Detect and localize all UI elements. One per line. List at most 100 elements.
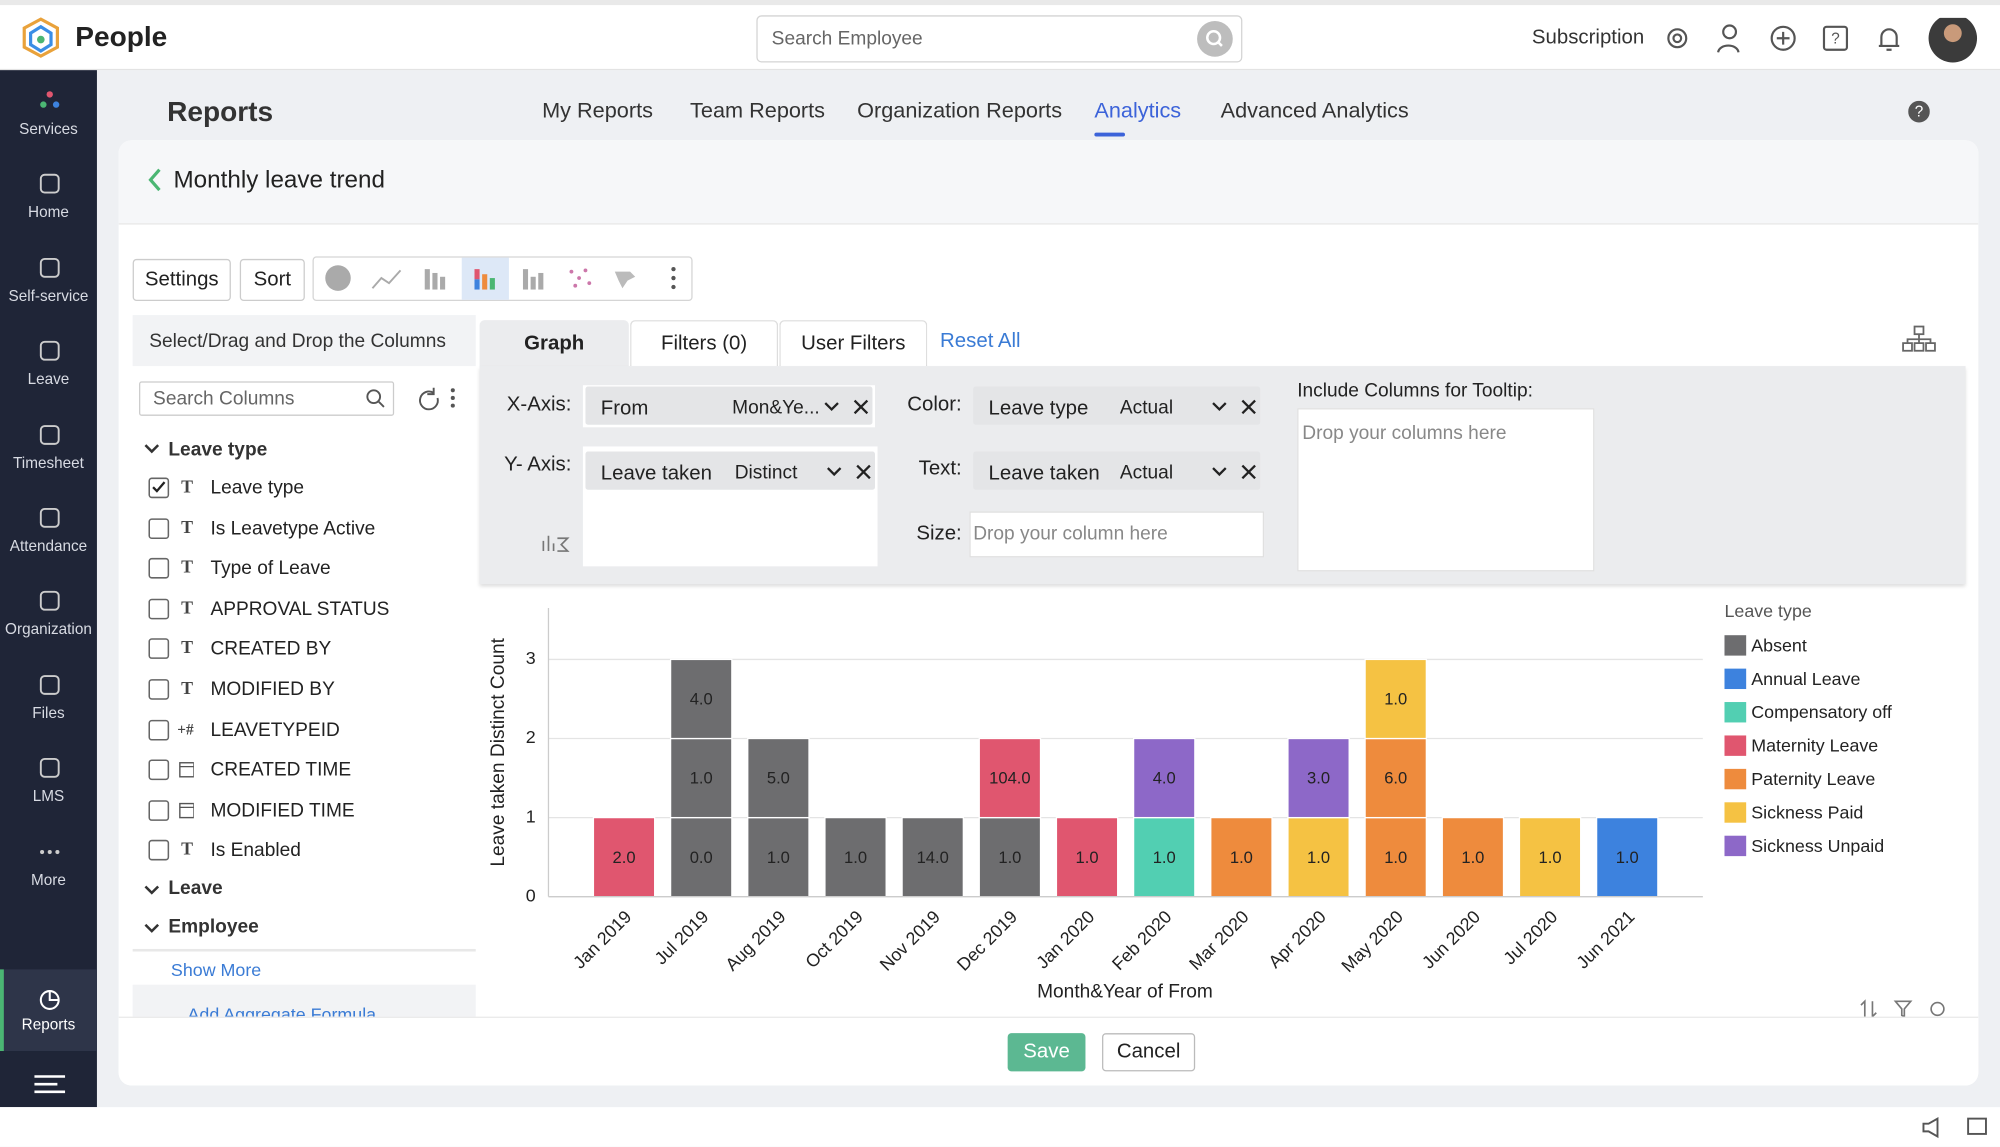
sidebar-item-active[interactable]: Reports [21, 1015, 76, 1034]
column-item[interactable]: MODIFIED TIME [210, 799, 355, 822]
tab[interactable]: Advanced Analytics [1220, 98, 1409, 123]
column-item[interactable]: MODIFIED BY [210, 678, 335, 701]
checkbox[interactable] [148, 517, 194, 540]
x-axis-title: Month&Year of From [1037, 981, 1213, 1002]
column-item[interactable]: CREATED BY [210, 638, 332, 660]
column-item[interactable]: CREATED TIME [210, 759, 352, 781]
sidebar-item[interactable]: Files [32, 703, 65, 722]
tooltip-box[interactable] [1297, 408, 1595, 572]
column-type: T [181, 841, 194, 861]
bar-label: 1.0 [690, 769, 713, 788]
bar-label: 1.0 [844, 848, 867, 867]
back-icon[interactable] [145, 167, 163, 193]
column-group[interactable]: Leave type [168, 438, 268, 461]
sidebar-item[interactable]: Organization [5, 620, 92, 639]
footer-icons [1922, 1116, 1987, 1139]
design-tab[interactable] [779, 320, 928, 367]
tab[interactable]: My Reports [542, 98, 653, 123]
content-footer [0, 1107, 2000, 1147]
x-tick-label: Oct 2019 [801, 907, 866, 972]
checkbox[interactable] [148, 840, 194, 863]
field-function[interactable]: Actual [1119, 461, 1174, 484]
tab[interactable]: Team Reports [690, 98, 826, 123]
chip-controls[interactable] [824, 398, 880, 416]
column-item[interactable]: Is Leavetype Active [210, 517, 376, 540]
bar-label: 104.0 [989, 769, 1031, 788]
tab[interactable]: Analytics [1094, 98, 1182, 123]
y-tick-label: 2 [526, 727, 536, 747]
x-tick-label: Jul 2019 [651, 907, 713, 969]
column-item[interactable]: APPROVAL STATUS [210, 597, 390, 620]
settings-button[interactable]: Settings [132, 258, 231, 302]
checkbox[interactable] [148, 679, 194, 702]
design-tab-label[interactable]: User Filters [801, 332, 906, 355]
checkbox[interactable] [148, 799, 194, 822]
design-tab-label[interactable]: Filters (0) [660, 332, 748, 355]
checkbox[interactable] [148, 558, 194, 581]
sidebar-active[interactable] [0, 969, 97, 1052]
legend-title: Leave type [1724, 601, 1811, 621]
add-formula[interactable]: Add Aggregate Formula [187, 1003, 377, 1017]
legend-label: Sickness Unpaid [1751, 836, 1884, 856]
chart-type-icons [325, 265, 676, 291]
sidebar-item[interactable]: Home [28, 203, 69, 222]
design-tab[interactable] [630, 320, 779, 367]
sidebar-item[interactable]: More [31, 870, 66, 889]
bar-segment [978, 737, 1042, 819]
column-type: T [181, 558, 194, 579]
size-box[interactable] [969, 511, 1265, 558]
column-item[interactable]: Is Enabled [210, 839, 301, 862]
cancel-button[interactable]: Cancel [1102, 1033, 1196, 1072]
formula-row: Add Aggregate Formula [132, 984, 476, 1017]
field-function[interactable]: Mon&Ye... [732, 396, 820, 419]
sidebar-icon [39, 174, 60, 195]
save-button[interactable]: Save [1007, 1033, 1086, 1072]
bar-segment [1518, 816, 1582, 898]
checkbox[interactable] [148, 477, 194, 500]
chip-controls[interactable] [826, 463, 883, 481]
checkbox[interactable] [148, 719, 194, 742]
chip-controls[interactable] [1212, 463, 1268, 481]
chevron[interactable] [144, 923, 160, 933]
bar-segment [1287, 816, 1350, 898]
checkbox[interactable] [148, 759, 194, 782]
sidebar-item[interactable]: LMS [32, 787, 65, 806]
bar-label: 1.0 [1539, 848, 1562, 867]
subscription[interactable]: Subscription [1531, 26, 1645, 49]
chip-controls[interactable] [1212, 398, 1268, 416]
design-tab-label[interactable]: Graph [524, 332, 585, 355]
design-tab-active[interactable] [479, 320, 629, 368]
column-group[interactable]: Employee [168, 915, 259, 938]
bar-segment [1364, 816, 1427, 898]
columns-search[interactable] [139, 381, 395, 416]
sidebar-item[interactable]: Leave [27, 370, 70, 388]
show-more[interactable]: Show More [170, 959, 262, 980]
search-box[interactable] [756, 15, 1243, 63]
chevron[interactable] [144, 885, 160, 895]
sidebar-item[interactable]: Services [19, 119, 78, 138]
chart-types[interactable] [312, 256, 693, 302]
sort-button[interactable]: Sort [239, 258, 305, 302]
column-item[interactable]: Type of Leave [210, 557, 331, 580]
bar-segment [747, 737, 810, 819]
sidebar-icon [39, 257, 60, 278]
chevron[interactable] [144, 444, 160, 454]
sidebar-item[interactable]: Attendance [9, 536, 88, 555]
checkbox[interactable] [148, 638, 194, 661]
field-function[interactable]: Actual [1119, 396, 1174, 419]
checkbox[interactable] [148, 598, 194, 621]
legend-label: Maternity Leave [1751, 736, 1878, 756]
column-group[interactable]: Leave [168, 877, 223, 900]
column-type: +# [177, 720, 194, 739]
bar-label: 1.0 [1307, 848, 1330, 867]
sidebar-item[interactable]: Timesheet [13, 453, 84, 472]
column-item[interactable]: LEAVETYPEID [210, 718, 340, 741]
column-item[interactable]: Leave type [210, 477, 305, 499]
menu-icon[interactable] [33, 1074, 66, 1094]
columns-tools [366, 387, 455, 411]
legend-swatch [1724, 802, 1747, 823]
reset-all[interactable]: Reset All [940, 330, 1021, 353]
field-function[interactable]: Distinct [734, 461, 798, 484]
sidebar-item[interactable]: Self-service [8, 286, 89, 305]
tab[interactable]: Organization Reports [857, 98, 1063, 123]
